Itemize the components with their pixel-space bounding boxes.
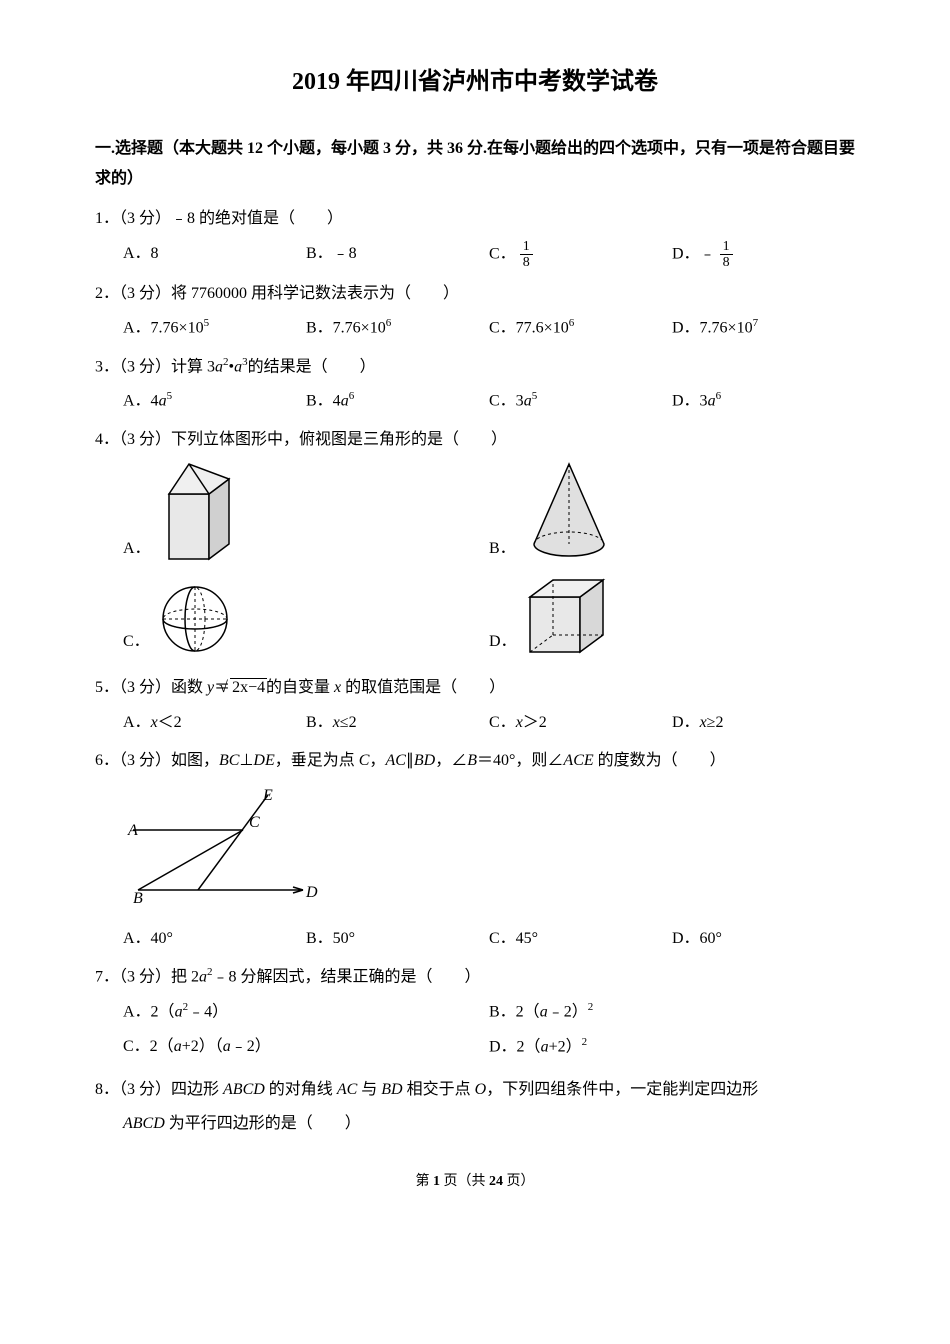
svg-text:E: E xyxy=(262,787,273,804)
cube-icon xyxy=(525,572,610,657)
fraction-icon: 1 8 xyxy=(720,239,733,271)
q1-choice-d: D．﹣ 1 8 xyxy=(672,239,855,271)
q7-choice-b: B．2（a﹣2）2 xyxy=(489,997,855,1028)
q3-choice-d: D．3a6 xyxy=(672,386,855,417)
question-1: 1．（3 分）﹣8 的绝对值是（ ） A．8 B．﹣8 C． 1 8 D．﹣ 1… xyxy=(95,204,855,270)
q1-choice-c: C． 1 8 xyxy=(489,239,672,271)
q1-choice-a: A．8 xyxy=(123,239,306,271)
q7-choice-d: D．2（a+2）2 xyxy=(489,1032,855,1063)
svg-text:B: B xyxy=(133,890,143,905)
q5-choice-d: D．x≥2 xyxy=(672,708,855,738)
q2-choice-c: C．77.6×106 xyxy=(489,313,672,344)
q3-choice-a: A．4a5 xyxy=(123,386,306,417)
question-3: 3．（3 分）计算 3a2•a3的结果是（ ） A．4a5 B．4a6 C．3a… xyxy=(95,352,855,417)
q2-choice-a: A．7.76×105 xyxy=(123,313,306,344)
q4-choice-b: B． xyxy=(489,459,855,564)
question-8: 8．（3 分）四边形 ABCD 的对角线 AC 与 BD 相交于点 O，下列四组… xyxy=(95,1075,855,1140)
svg-text:D: D xyxy=(305,884,318,901)
q4-choice-d: D． xyxy=(489,572,855,657)
q6-figure: A B C D E xyxy=(123,785,855,916)
q4-choice-c: C． xyxy=(123,582,489,657)
sphere-icon xyxy=(158,582,233,657)
geometry-diagram-icon: A B C D E xyxy=(123,785,323,905)
q5-choice-c: C．x＞2 xyxy=(489,708,672,738)
question-4: 4．（3 分）下列立体图形中，俯视图是三角形的是（ ） A． B． C． xyxy=(95,425,855,665)
q5-choice-a: A．x＜2 xyxy=(123,708,306,738)
q2-choice-d: D．7.76×107 xyxy=(672,313,855,344)
q5-text: 5．（3 分）函数 y＝2x−4√的自变量 x 的取值范围是（ ） xyxy=(95,673,855,703)
q4-choice-a: A． xyxy=(123,459,489,564)
q8-text-line2: ABCD 为平行四边形的是（ ） xyxy=(95,1109,855,1139)
section-header: 一.选择题（本大题共 12 个小题，每小题 3 分，共 36 分.在每小题给出的… xyxy=(95,134,855,195)
page-footer: 第 1 页（共 24 页） xyxy=(95,1169,855,1196)
q5-choice-b: B．x≤2 xyxy=(306,708,489,738)
q4-text: 4．（3 分）下列立体图形中，俯视图是三角形的是（ ） xyxy=(95,425,855,455)
question-2: 2．（3 分）将 7760000 用科学记数法表示为（ ） A．7.76×105… xyxy=(95,279,855,344)
document-title: 2019 年四川省泸州市中考数学试卷 xyxy=(95,60,855,106)
q1-choice-b: B．﹣8 xyxy=(306,239,489,271)
q7-choice-a: A．2（a2﹣4） xyxy=(123,997,489,1028)
q2-text: 2．（3 分）将 7760000 用科学记数法表示为（ ） xyxy=(95,279,855,309)
q1-text: 1．（3 分）﹣8 的绝对值是（ ） xyxy=(95,204,855,234)
question-5: 5．（3 分）函数 y＝2x−4√的自变量 x 的取值范围是（ ） A．x＜2 … xyxy=(95,673,855,738)
svg-text:A: A xyxy=(127,822,138,839)
q6-choice-d: D．60° xyxy=(672,924,855,954)
question-7: 7．（3 分）把 2a2﹣8 分解因式，结果正确的是（ ） A．2（a2﹣4） … xyxy=(95,962,855,1066)
q3-choice-c: C．3a5 xyxy=(489,386,672,417)
q7-choice-c: C．2（a+2）（a﹣2） xyxy=(123,1032,489,1063)
svg-text:C: C xyxy=(249,814,260,831)
question-6: 6．（3 分）如图，BC⊥DE，垂足为点 C，AC∥BD，∠B＝40°，则∠AC… xyxy=(95,746,855,954)
q2-choice-b: B．7.76×106 xyxy=(306,313,489,344)
q6-choice-c: C．45° xyxy=(489,924,672,954)
q6-choice-b: B．50° xyxy=(306,924,489,954)
q8-text-line1: 8．（3 分）四边形 ABCD 的对角线 AC 与 BD 相交于点 O，下列四组… xyxy=(95,1075,855,1105)
q3-choice-b: B．4a6 xyxy=(306,386,489,417)
cone-icon xyxy=(524,459,614,564)
q7-text: 7．（3 分）把 2a2﹣8 分解因式，结果正确的是（ ） xyxy=(95,962,855,993)
q6-text: 6．（3 分）如图，BC⊥DE，垂足为点 C，AC∥BD，∠B＝40°，则∠AC… xyxy=(95,746,855,776)
triangular-prism-icon xyxy=(159,459,239,564)
q3-text: 3．（3 分）计算 3a2•a3的结果是（ ） xyxy=(95,352,855,383)
fraction-icon: 1 8 xyxy=(520,239,533,271)
q6-choice-a: A．40° xyxy=(123,924,306,954)
